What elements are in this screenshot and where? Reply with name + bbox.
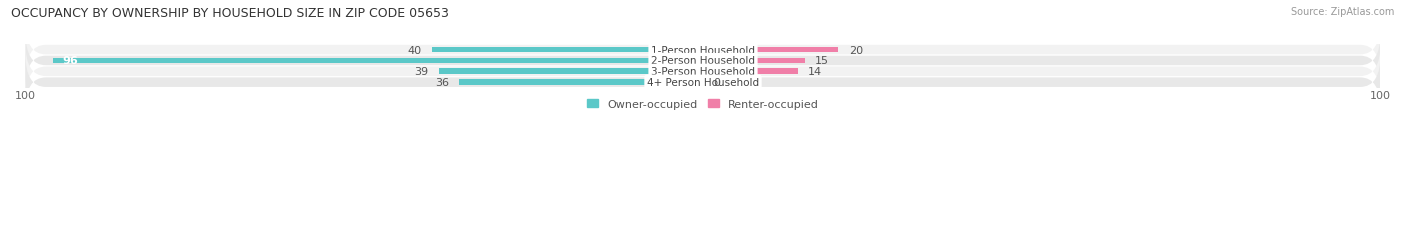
FancyBboxPatch shape	[25, 44, 1381, 100]
Text: 15: 15	[815, 56, 828, 66]
FancyBboxPatch shape	[25, 23, 1381, 78]
Text: 40: 40	[408, 46, 422, 55]
Text: OCCUPANCY BY OWNERSHIP BY HOUSEHOLD SIZE IN ZIP CODE 05653: OCCUPANCY BY OWNERSHIP BY HOUSEHOLD SIZE…	[11, 7, 449, 20]
Text: 96: 96	[63, 56, 79, 66]
Text: 20: 20	[849, 46, 863, 55]
Bar	[703, 48, 838, 53]
Text: 4+ Person Household: 4+ Person Household	[647, 78, 759, 88]
Bar	[432, 48, 703, 53]
Bar	[52, 58, 703, 64]
Text: 36: 36	[434, 78, 449, 88]
Bar	[703, 69, 797, 75]
Text: 1-Person Household: 1-Person Household	[651, 46, 755, 55]
Bar	[439, 69, 703, 75]
FancyBboxPatch shape	[25, 55, 1381, 110]
Text: 0: 0	[713, 78, 720, 88]
Text: 2-Person Household: 2-Person Household	[651, 56, 755, 66]
FancyBboxPatch shape	[25, 33, 1381, 89]
Text: 14: 14	[808, 67, 823, 77]
Bar	[703, 58, 804, 64]
Text: 3-Person Household: 3-Person Household	[651, 67, 755, 77]
Bar	[460, 80, 703, 86]
Text: 39: 39	[415, 67, 429, 77]
Text: Source: ZipAtlas.com: Source: ZipAtlas.com	[1291, 7, 1395, 17]
Legend: Owner-occupied, Renter-occupied: Owner-occupied, Renter-occupied	[586, 99, 820, 109]
